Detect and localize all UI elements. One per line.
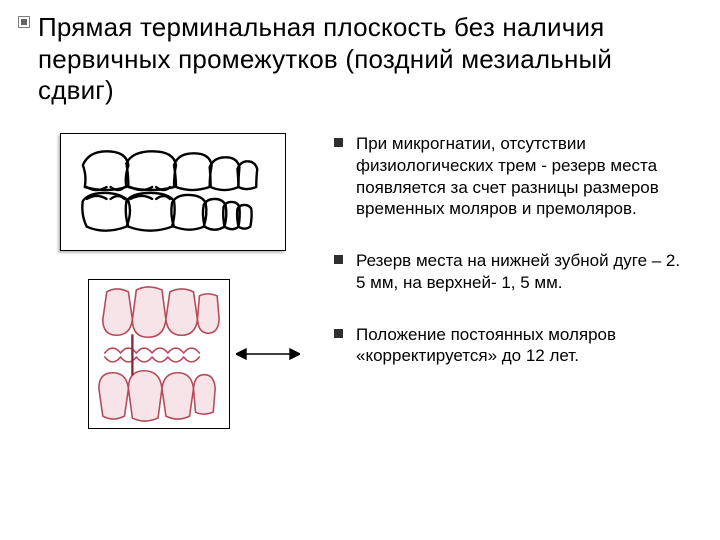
figure-teeth-occlusion [88,279,230,429]
double-arrow-icon [236,344,300,364]
square-bullet-icon [334,329,343,338]
figure2-row [88,279,300,429]
content-row: При микрогнатии, отсутствии физиологичес… [36,131,694,429]
bullet-text: Положение постоянных моляров «корректиру… [356,325,616,366]
bullet-list: При микрогнатии, отсутствии физиологичес… [334,133,694,367]
bullet-text: Резерв места на нижней зубной дуге – 2. … [356,251,680,292]
square-bullet-icon [334,255,343,264]
slide: Прямая терминальная плоскость без наличи… [0,0,720,540]
title-bullet-icon [18,16,30,28]
square-bullet-icon [334,138,343,147]
bullet-item: Положение постоянных моляров «корректиру… [334,324,694,368]
bullet-text: При микрогнатии, отсутствии физиологичес… [356,134,659,218]
bullets-column: При микрогнатии, отсутствии физиологичес… [334,131,694,429]
arrow-to-bullet [236,344,300,364]
teeth-lateral-icon [61,133,285,251]
bullet-item: При микрогнатии, отсутствии физиологичес… [334,133,694,220]
teeth-occlusion-icon [89,279,229,429]
figures-column [36,131,306,429]
figure-teeth-lateral [60,133,286,251]
slide-title: Прямая терминальная плоскость без наличи… [38,12,694,107]
bullet-item: Резерв места на нижней зубной дуге – 2. … [334,250,694,294]
